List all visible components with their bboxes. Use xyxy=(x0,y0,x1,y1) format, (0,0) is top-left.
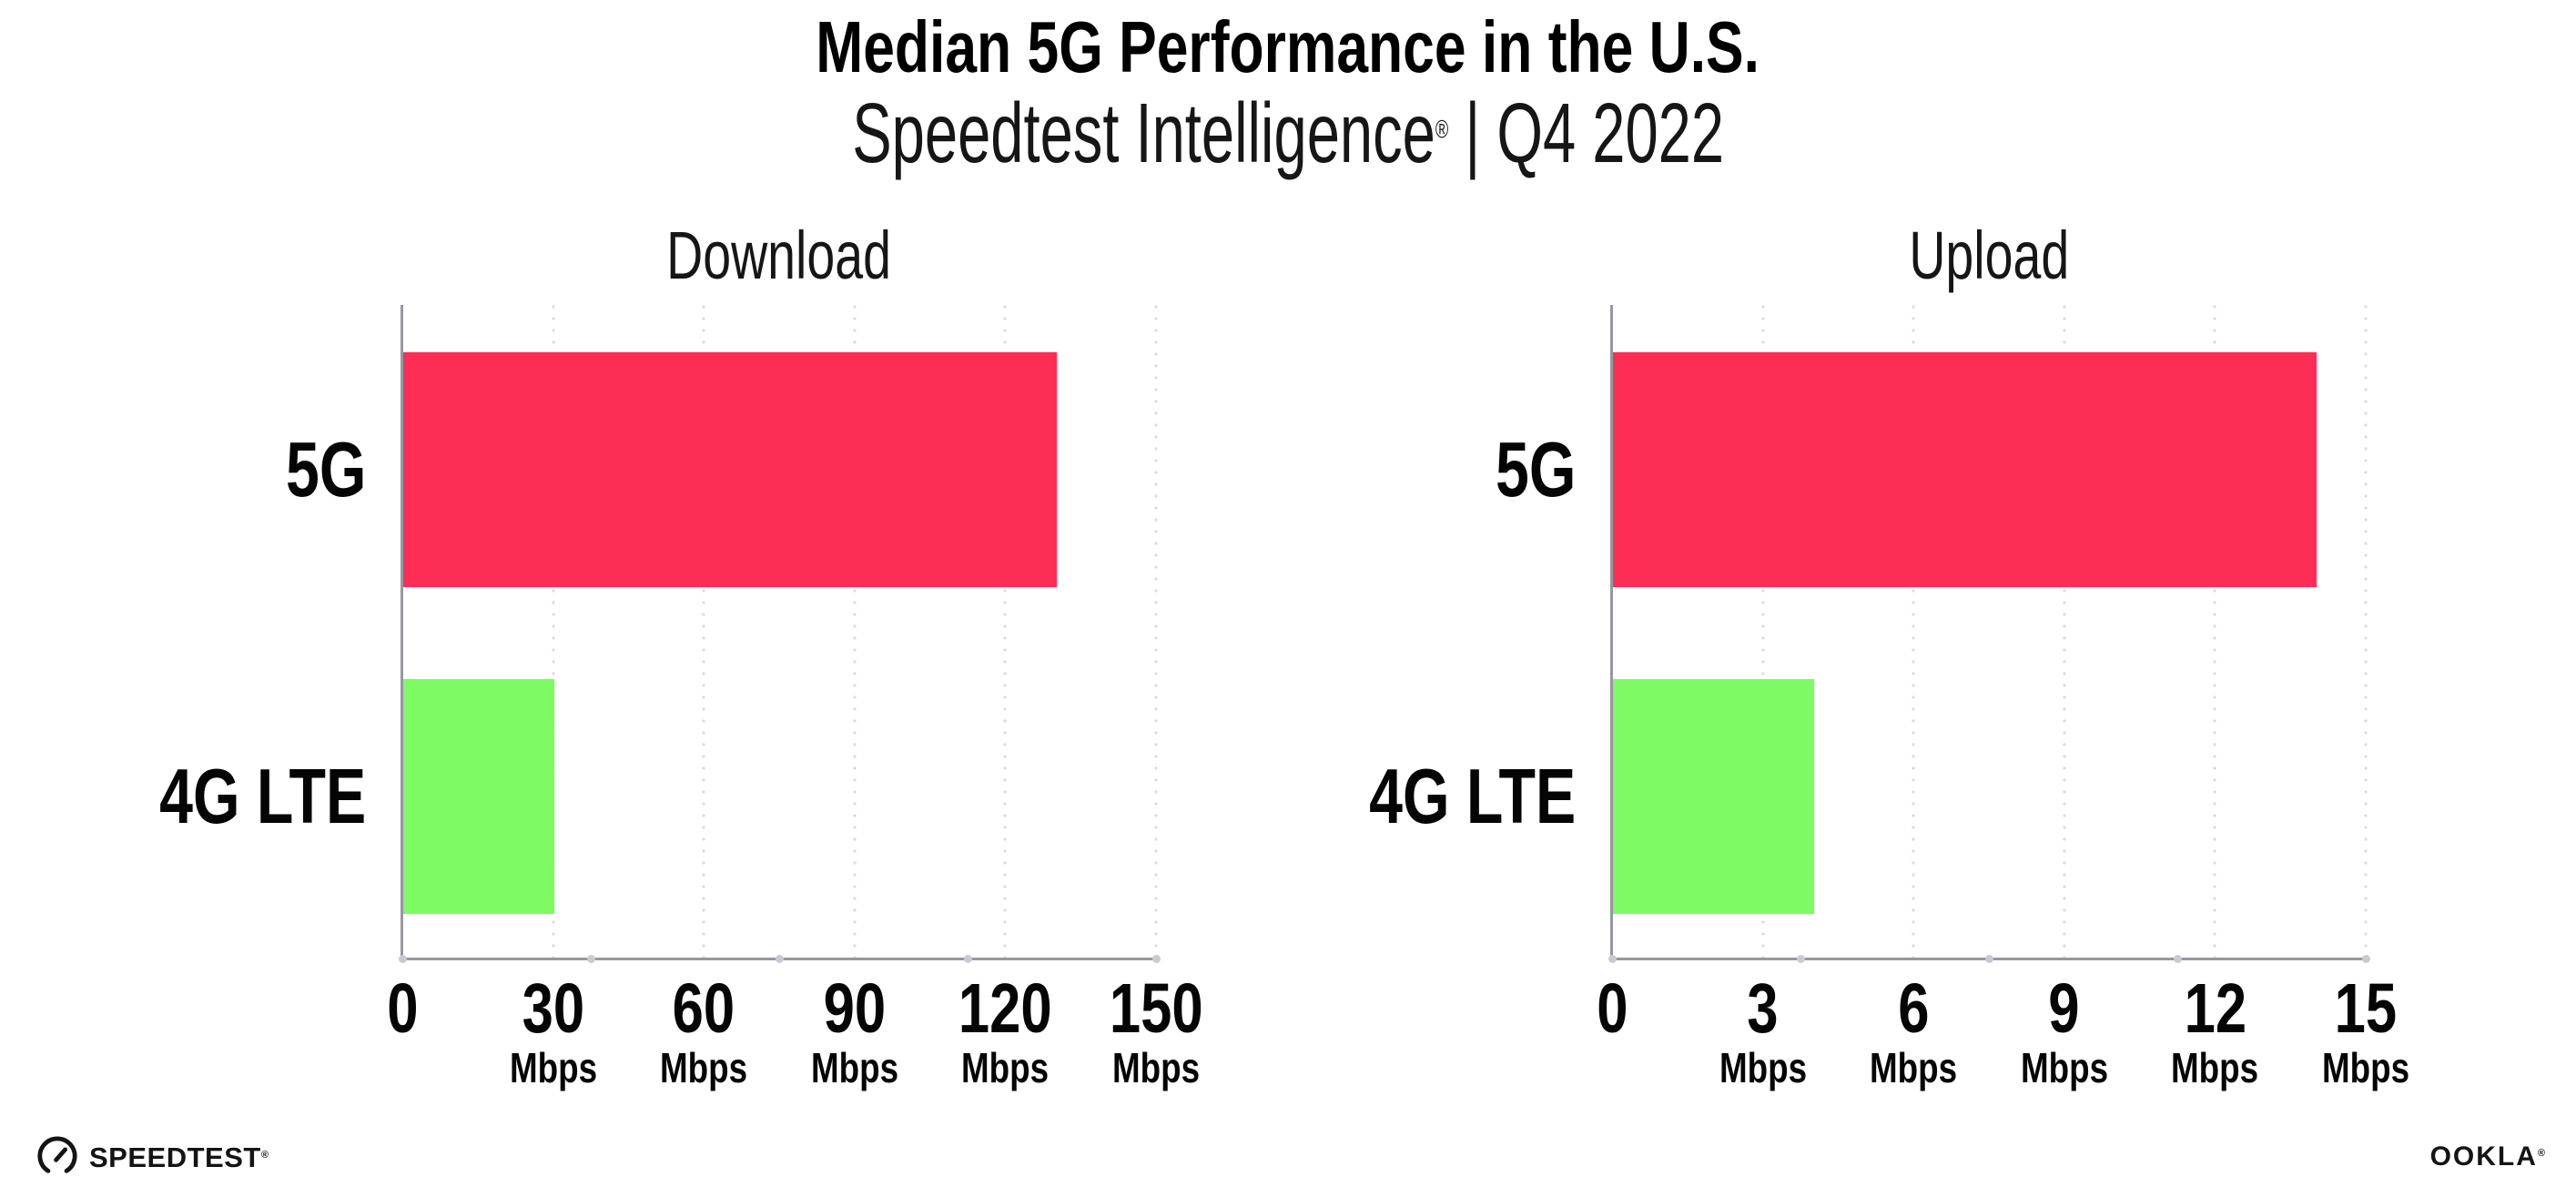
chart-title-upload: Upload xyxy=(1612,222,2366,289)
y-axis xyxy=(1610,305,1613,960)
tick-label-download-90: 90 xyxy=(745,974,964,1044)
category-label-4g-lte: 4G LTE xyxy=(56,742,366,851)
x-axis-tick-dot xyxy=(963,955,972,963)
tick-label-download-120: 120 xyxy=(896,974,1114,1044)
chart-title-download: Download xyxy=(402,222,1156,289)
tick-unit-text: Mbps xyxy=(2171,1044,2259,1091)
tick-unit-upload-3: Mbps xyxy=(1654,1047,1872,1089)
y-axis xyxy=(401,305,403,960)
tick-unit-text: Mbps xyxy=(2020,1044,2108,1091)
tick-unit-download-60: Mbps xyxy=(594,1047,813,1089)
subtitle-period: | Q4 2022 xyxy=(1448,86,1724,180)
gridline-90 xyxy=(852,305,857,966)
x-axis-tick-dot xyxy=(586,955,595,963)
tick-unit-text: Mbps xyxy=(810,1044,898,1091)
category-label-5g: 5G xyxy=(1266,415,1576,524)
registered-mark: ® xyxy=(2537,1148,2547,1160)
tick-label-upload-3: 3 xyxy=(1654,974,1872,1044)
tick-unit-text: Mbps xyxy=(1719,1044,1807,1091)
tick-unit-upload-12: Mbps xyxy=(2105,1047,2324,1089)
tick-value: 15 xyxy=(2334,969,2398,1048)
category-label-text: 4G LTE xyxy=(158,753,366,840)
tick-label-upload-9: 9 xyxy=(1955,974,2174,1044)
x-axis-tick-dot xyxy=(775,955,784,963)
subtitle-brand: Speedtest Intelligence xyxy=(852,86,1435,180)
gridline-15 xyxy=(2364,305,2368,966)
gridline-3 xyxy=(1760,305,1765,966)
registered-mark: ® xyxy=(1435,115,1449,144)
tick-value: 3 xyxy=(1747,969,1779,1048)
gridline-60 xyxy=(702,305,706,966)
tick-value: 0 xyxy=(386,969,419,1048)
tick-unit-upload-9: Mbps xyxy=(1955,1047,2174,1089)
page-subtitle: Speedtest Intelligence® | Q4 2022 xyxy=(0,91,2576,176)
tick-label-download-60: 60 xyxy=(594,974,813,1044)
category-label-5g: 5G xyxy=(56,415,366,524)
tick-unit-upload-15: Mbps xyxy=(2257,1047,2475,1089)
tick-label-download-0: 0 xyxy=(293,974,512,1044)
speedtest-gauge-icon xyxy=(37,1136,77,1173)
tick-value: 0 xyxy=(1596,969,1628,1048)
tick-value: 120 xyxy=(958,969,1052,1048)
tick-value: 150 xyxy=(1109,969,1203,1048)
x-axis-tick-dot xyxy=(1796,955,1805,963)
tick-unit-download-30: Mbps xyxy=(444,1047,663,1089)
tick-value: 90 xyxy=(823,969,887,1048)
tick-value: 9 xyxy=(2048,969,2080,1048)
x-axis-tick-dot xyxy=(1151,955,1161,963)
chart-title-text: Upload xyxy=(1909,218,2069,293)
gridline-30 xyxy=(551,305,555,966)
tick-label-upload-6: 6 xyxy=(1804,974,2023,1044)
x-axis-tick-dot xyxy=(1607,955,1617,963)
gridline-12 xyxy=(2213,305,2217,966)
gridline-9 xyxy=(2062,305,2066,966)
ookla-logo: OOKLA® xyxy=(2430,1143,2547,1171)
registered-mark: ® xyxy=(260,1149,269,1161)
tick-unit-download-150: Mbps xyxy=(1047,1047,1265,1089)
tick-unit-download-120: Mbps xyxy=(896,1047,1114,1089)
category-label-text: 5G xyxy=(1495,426,1576,513)
tick-label-upload-0: 0 xyxy=(1503,974,1721,1044)
category-label-4g-lte: 4G LTE xyxy=(1266,742,1576,851)
tick-value: 30 xyxy=(522,969,584,1048)
plot-area-download xyxy=(398,305,1161,966)
category-label-text: 4G LTE xyxy=(1368,753,1576,840)
speedtest-logo: SPEEDTEST® xyxy=(36,1136,269,1178)
tick-unit-text: Mbps xyxy=(1870,1044,1958,1091)
category-label-text: 5G xyxy=(285,426,366,513)
gridline-6 xyxy=(1912,305,1916,966)
tick-label-upload-15: 15 xyxy=(2257,974,2475,1044)
x-axis-tick-dot xyxy=(2361,955,2370,963)
bar-5g-upload xyxy=(1613,352,2317,587)
plot-area-upload xyxy=(1607,305,2370,966)
x-axis-tick-dot xyxy=(2173,955,2182,963)
tick-label-download-30: 30 xyxy=(444,974,663,1044)
x-axis-tick-dot xyxy=(398,955,407,963)
tick-unit-text: Mbps xyxy=(961,1044,1050,1091)
tick-unit-upload-6: Mbps xyxy=(1804,1047,2023,1089)
bar-5g-download xyxy=(403,352,1057,587)
gridline-150 xyxy=(1154,305,1158,966)
speedtest-wordmark: SPEEDTEST® xyxy=(89,1141,269,1173)
bar-4g-lte-upload xyxy=(1613,679,1814,914)
tick-value: 12 xyxy=(2184,969,2246,1048)
tick-label-download-150: 150 xyxy=(1047,974,1265,1044)
tick-label-upload-12: 12 xyxy=(2105,974,2324,1044)
x-axis-tick-dot xyxy=(1984,955,1993,963)
tick-value: 6 xyxy=(1898,969,1930,1048)
ookla-wordmark: OOKLA xyxy=(2429,1141,2538,1172)
chart-title-text: Download xyxy=(666,218,892,293)
tick-value: 60 xyxy=(672,969,735,1048)
tick-unit-text: Mbps xyxy=(2321,1044,2410,1091)
tick-unit-text: Mbps xyxy=(1111,1044,1201,1091)
tick-unit-text: Mbps xyxy=(660,1044,748,1091)
tick-unit-download-90: Mbps xyxy=(745,1047,964,1089)
gridline-120 xyxy=(1003,305,1008,966)
bar-4g-lte-download xyxy=(403,679,554,914)
page-title: Median 5G Performance in the U.S. xyxy=(816,6,1760,87)
tick-unit-text: Mbps xyxy=(509,1044,597,1091)
